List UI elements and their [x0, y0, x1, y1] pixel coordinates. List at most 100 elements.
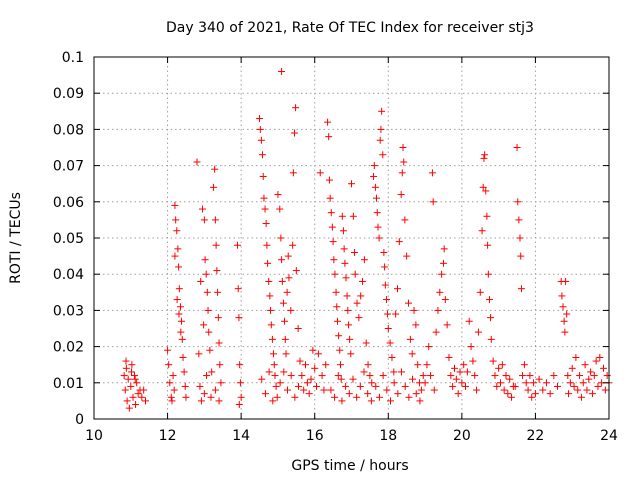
data-point: [379, 372, 387, 380]
data-point: [336, 361, 344, 369]
data-point: [197, 277, 205, 285]
data-point: [344, 306, 352, 314]
data-point: [401, 216, 409, 224]
data-point: [405, 393, 413, 401]
y-tick-label: 0.05: [53, 231, 84, 247]
y-tick-label: 0: [75, 412, 84, 428]
data-point: [200, 321, 208, 329]
data-point: [531, 390, 539, 398]
data-point: [303, 379, 311, 387]
data-point: [506, 375, 514, 383]
data-point: [262, 220, 270, 228]
data-point: [307, 375, 315, 383]
data-point: [572, 353, 580, 361]
data-point: [481, 151, 489, 159]
data-point: [581, 361, 589, 369]
data-point: [272, 382, 280, 390]
data-point: [325, 133, 333, 141]
data-point: [325, 176, 333, 184]
data-point: [356, 382, 364, 390]
data-point: [342, 274, 350, 282]
data-point: [265, 368, 273, 376]
data-point: [338, 212, 346, 220]
data-point: [287, 306, 295, 314]
data-point: [484, 270, 492, 278]
data-point: [292, 104, 300, 112]
data-point: [351, 270, 359, 278]
data-point: [279, 299, 287, 307]
data-point: [173, 227, 181, 235]
data-point: [427, 372, 435, 380]
data-point: [454, 390, 462, 398]
x-tick-label: 12: [159, 428, 177, 444]
x-tick-label: 10: [85, 428, 103, 444]
data-point: [175, 285, 183, 293]
data-point: [514, 198, 522, 206]
data-point: [313, 382, 321, 390]
data-point: [290, 129, 298, 137]
data-point: [278, 67, 286, 75]
data-point: [335, 332, 343, 340]
data-point: [382, 296, 390, 304]
data-point: [357, 292, 365, 300]
data-point: [449, 382, 457, 390]
data-point: [568, 364, 576, 372]
data-point: [458, 379, 466, 387]
data-point: [476, 288, 484, 296]
data-point: [546, 390, 554, 398]
data-point: [388, 353, 396, 361]
data-point: [474, 328, 482, 336]
data-point: [377, 125, 385, 133]
data-point: [266, 292, 274, 300]
data-point: [284, 252, 292, 260]
data-point: [542, 379, 550, 387]
data-point: [349, 375, 357, 383]
data-point: [165, 361, 173, 369]
data-point: [561, 328, 569, 336]
data-point: [167, 393, 175, 401]
data-point: [331, 270, 339, 278]
data-point: [384, 310, 392, 318]
y-tick-label: 0.07: [53, 159, 84, 175]
data-point: [265, 277, 273, 285]
y-axis-label: ROTI / TECUs: [8, 192, 24, 284]
data-point: [274, 191, 282, 199]
data-point: [314, 350, 322, 358]
data-point: [400, 158, 408, 166]
data-point: [339, 227, 347, 235]
data-point: [585, 375, 593, 383]
data-point: [208, 368, 216, 376]
data-point: [327, 209, 335, 217]
data-point: [414, 361, 422, 369]
data-point: [502, 372, 510, 380]
data-point: [283, 288, 291, 296]
data-point: [345, 321, 353, 329]
data-point: [371, 183, 379, 191]
data-point: [215, 397, 223, 405]
data-point: [216, 361, 224, 369]
data-point: [463, 368, 471, 376]
data-point: [173, 296, 181, 304]
data-point: [348, 180, 355, 188]
data-point: [256, 125, 264, 133]
data-point: [516, 234, 524, 242]
data-point: [215, 339, 223, 347]
data-point: [428, 169, 436, 177]
data-point: [171, 252, 179, 260]
data-point: [412, 390, 420, 398]
data-point: [175, 310, 183, 318]
data-point: [270, 361, 278, 369]
data-point: [484, 241, 492, 249]
data-point: [180, 368, 188, 376]
data-point: [583, 386, 591, 394]
y-tick-label: 0.03: [53, 303, 84, 319]
data-point: [276, 379, 284, 387]
data-point: [456, 368, 464, 376]
data-point: [329, 238, 337, 246]
data-point: [345, 390, 353, 398]
data-point: [530, 379, 538, 387]
data-point: [487, 314, 495, 322]
data-point: [447, 372, 455, 380]
data-point: [401, 382, 409, 390]
data-point: [383, 386, 391, 394]
